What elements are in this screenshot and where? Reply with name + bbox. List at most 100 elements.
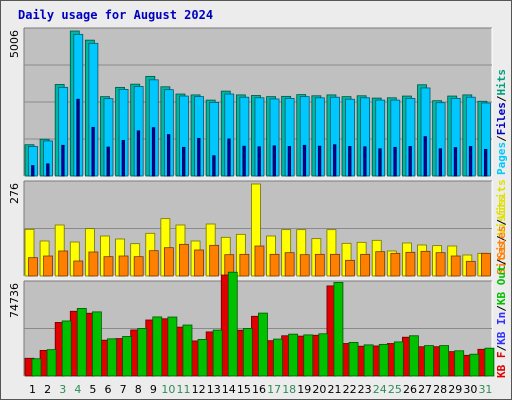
bar-kb-out-day-5 <box>91 311 102 377</box>
bar-pages-day-17 <box>272 145 276 177</box>
x-tick-label: 28 <box>433 383 447 396</box>
x-tick-label: 7 <box>120 383 127 396</box>
x-tick-label: 25 <box>388 383 402 396</box>
x-tick-label: 18 <box>282 383 296 396</box>
x-tick-label: 29 <box>448 383 462 396</box>
bar-sites-day-28 <box>435 252 446 277</box>
bar-sites-day-17 <box>269 253 280 277</box>
x-tick-label: 10 <box>161 383 175 396</box>
bar-pages-day-30 <box>468 146 473 177</box>
bar-kb-out-day-4 <box>76 308 87 377</box>
bar-kb-out-day-20 <box>318 333 329 377</box>
bar-kb-out-day-30 <box>469 353 480 377</box>
bar-sites-day-23 <box>360 253 371 277</box>
x-tick-label: 16 <box>252 383 266 396</box>
bar-sites-day-20 <box>314 253 325 277</box>
bar-sites-day-8 <box>133 256 144 277</box>
bar-sites-day-26 <box>405 251 416 277</box>
bar-kb-out-day-14 <box>227 271 238 377</box>
x-tick-label: 27 <box>418 383 432 396</box>
x-tick-label: 24 <box>373 383 387 396</box>
bar-pages-day-4 <box>76 98 80 177</box>
bar-pages-day-1 <box>31 165 35 177</box>
bar-sites-day-11 <box>179 243 189 277</box>
bar-kb-out-day-21 <box>333 282 344 377</box>
bar-pages-day-2 <box>46 163 50 177</box>
bar-pages-day-6 <box>106 146 110 177</box>
x-tick-label: 6 <box>105 383 112 396</box>
x-tick-label: 5 <box>89 383 96 396</box>
bar-sites-day-21 <box>330 253 340 277</box>
bar-kb-out-day-13 <box>212 329 223 377</box>
x-tick-label: 13 <box>207 383 221 396</box>
x-tick-label: 3 <box>59 383 66 396</box>
legend-separator: / <box>495 258 508 265</box>
legend-visits-sites: Sites/Visits <box>495 196 508 276</box>
bar-sites-day-10 <box>163 247 174 277</box>
bar-sites-day-29 <box>450 255 461 277</box>
bar-kb-out-day-27 <box>424 345 434 377</box>
x-tick-label: 19 <box>297 383 311 396</box>
bar-kb-out-day-19 <box>303 334 314 377</box>
legend-item-files: Files <box>495 102 508 135</box>
x-tick-label: 1 <box>29 383 36 396</box>
legend-item-hits: Hits <box>495 69 508 96</box>
bar-pages-day-18 <box>287 146 292 177</box>
bar-kb-out-day-11 <box>182 324 193 377</box>
bar-kb-out-day-9 <box>152 316 163 377</box>
y-max-label-kbytes: 74736 <box>8 283 21 318</box>
legend-separator: / <box>495 345 508 352</box>
bar-kb-out-day-7 <box>122 336 132 377</box>
legend-item-kb-out: KB Out <box>495 265 508 305</box>
x-tick-label: 17 <box>267 383 281 396</box>
bar-sites-day-25 <box>390 252 401 277</box>
x-tick-label: 31 <box>478 383 492 396</box>
bar-sites-day-15 <box>239 253 250 277</box>
bar-sites-day-6 <box>103 256 114 277</box>
x-tick-label: 15 <box>237 383 251 396</box>
x-tick-label: 21 <box>327 383 341 396</box>
legend-item-visits: Visits <box>495 196 508 236</box>
bar-kb-out-day-26 <box>409 335 419 377</box>
bar-kb-out-day-17 <box>273 338 283 377</box>
bar-pages-day-15 <box>242 145 246 177</box>
bar-pages-day-28 <box>438 148 443 177</box>
legend-item-kb-in: KB In <box>495 312 508 345</box>
bar-kb-out-day-16 <box>258 312 268 377</box>
bar-sites-day-9 <box>148 250 159 277</box>
bar-kb-out-day-31 <box>484 347 495 377</box>
bar-pages-day-27 <box>423 136 427 177</box>
bar-pages-day-29 <box>453 147 458 177</box>
bar-sites-day-30 <box>465 260 476 277</box>
bar-pages-day-16 <box>257 146 261 177</box>
bar-pages-day-21 <box>333 144 337 177</box>
bar-kb-out-day-8 <box>137 328 148 377</box>
bar-kb-out-day-24 <box>378 343 389 377</box>
bar-kb-out-day-10 <box>167 316 178 377</box>
bar-pages-day-25 <box>393 146 397 177</box>
bar-kb-out-day-23 <box>363 344 374 377</box>
bar-kb-out-day-3 <box>61 320 72 377</box>
x-tick-label: 12 <box>192 383 206 396</box>
bar-pages-day-11 <box>182 146 186 177</box>
bar-kb-out-day-29 <box>454 350 465 377</box>
bar-kb-out-day-18 <box>288 333 299 377</box>
bar-pages-day-8 <box>136 130 141 177</box>
legend-item-sites: Sites <box>495 242 508 275</box>
legend-item-kb-f: KB F <box>495 352 508 379</box>
legend-item-pages: Pages <box>495 142 508 175</box>
x-tick-label: 14 <box>222 383 236 396</box>
legend-hits-files-pages: Pages/Files/Hits <box>495 69 508 175</box>
bar-sites-day-27 <box>420 250 431 277</box>
x-tick-label: 26 <box>403 383 417 396</box>
legend-separator: / <box>495 219 508 226</box>
legend-separator: / <box>495 235 508 242</box>
x-tick-label: 22 <box>343 383 357 396</box>
bar-pages-day-26 <box>408 146 412 177</box>
bar-kb-out-day-12 <box>197 339 208 377</box>
bar-pages-day-5 <box>91 126 95 177</box>
y-max-label-hits-files-pages: 5006 <box>8 30 21 58</box>
bar-sites-day-16 <box>254 245 265 277</box>
legend-item-sites: Sites <box>495 226 508 259</box>
